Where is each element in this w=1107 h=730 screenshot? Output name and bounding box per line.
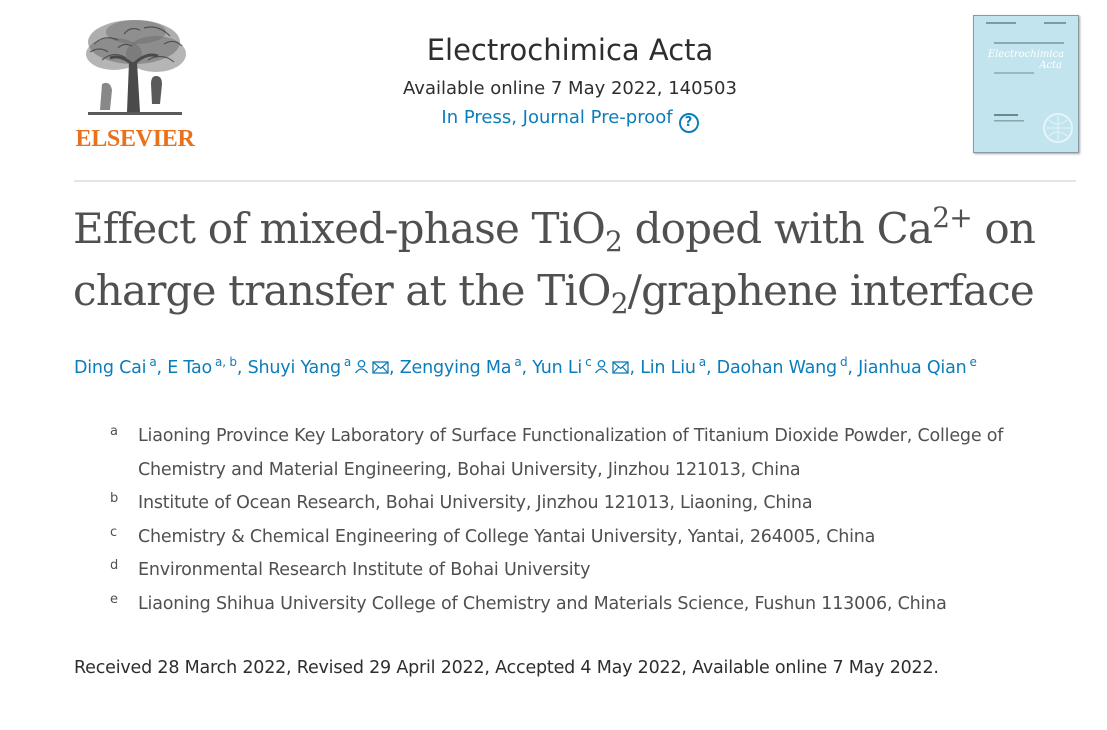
author-name: Yun Li — [532, 358, 583, 378]
affiliation-item: e Liaoning Shihua University College of C… — [110, 588, 1070, 622]
author-separator: , — [156, 358, 168, 378]
title-subscript: 2 — [605, 225, 623, 258]
envelope-icon — [612, 355, 630, 383]
author-name: Zengying Ma — [399, 358, 512, 378]
affiliation-list: a Liaoning Province Key Laboratory of Sur… — [110, 420, 1070, 621]
author-affil-sup: e — [969, 355, 977, 369]
journal-status-link[interactable]: In Press, Journal Pre-proof? — [441, 107, 699, 133]
author-name: Ding Cai — [74, 358, 147, 378]
title-text: on — [971, 204, 1036, 253]
journal-title[interactable]: Electrochimica Acta — [426, 33, 714, 67]
author-separator: , — [629, 358, 641, 378]
author-affil-sup: a — [698, 355, 706, 369]
affiliation-item: a Liaoning Province Key Laboratory of Sur… — [110, 420, 1070, 487]
author-affil-sup: a — [343, 355, 352, 369]
title-text: /graphene interface — [627, 266, 1035, 315]
author-link[interactable]: Shuyi Yang a — [247, 355, 389, 378]
author-name: Shuyi Yang — [247, 358, 341, 378]
elsevier-logo[interactable]: ELSEVIER — [74, 14, 196, 154]
person-icon — [594, 355, 609, 383]
person-icon — [354, 355, 369, 383]
author-name: Daohan Wang — [716, 358, 837, 378]
author-link[interactable]: Jianhua Qian e — [858, 355, 977, 378]
affiliation-text: Institute of Ocean Research, Bohai Unive… — [138, 493, 813, 513]
affiliation-label: d — [110, 558, 119, 573]
cover-title-line-1: Electrochimica — [987, 49, 1064, 60]
author-link[interactable]: Lin Liu a — [640, 355, 706, 378]
journal-status-label: In Press, Journal Pre-proof — [441, 107, 673, 128]
affiliation-text: Chemistry & Chemical Engineering of Coll… — [138, 526, 876, 547]
author-affil-sup: c — [585, 355, 592, 369]
affiliation-item: b Institute of Ocean Research, Bohai Univ… — [110, 487, 1070, 521]
author-link[interactable]: Zengying Ma a — [399, 355, 522, 378]
affiliation-text: Environmental Research Institute of Boha… — [138, 560, 591, 580]
title-text: doped with Ca — [622, 204, 933, 253]
affiliation-label: e — [110, 591, 118, 607]
author-link[interactable]: Yun Li c — [532, 355, 630, 378]
question-circle-icon[interactable]: ? — [678, 113, 699, 133]
journal-cover-art: Electrochimica Acta — [974, 16, 1078, 152]
title-superscript: 2+ — [932, 201, 972, 234]
author-separator: , — [847, 358, 859, 378]
header-divider — [74, 180, 1076, 182]
affiliation-text: Liaoning Shihua University College of Ch… — [138, 593, 947, 614]
affiliation-label: b — [110, 491, 119, 506]
title-text: Effect of mixed-phase TiO — [73, 204, 606, 253]
author-affil-sup: a — [514, 355, 522, 369]
article-title: Effect of mixed-phase TiO2 doped with Ca… — [73, 198, 1083, 322]
author-separator: , — [236, 358, 248, 378]
affiliation-label: a — [110, 424, 118, 439]
author-link[interactable]: Daohan Wang d — [716, 355, 848, 378]
journal-cover[interactable]: Electrochimica Acta — [973, 15, 1079, 153]
elsevier-wordmark: ELSEVIER — [75, 126, 195, 152]
journal-header: Electrochimica Acta Available online 7 M… — [300, 30, 840, 133]
affiliation-text: Liaoning Province Key Laboratory of Surf… — [138, 426, 1004, 480]
author-affil-sup: d — [839, 355, 848, 369]
cover-title-line-2: Acta — [1038, 60, 1062, 71]
author-link[interactable]: Ding Cai a — [74, 355, 157, 378]
title-subscript: 2 — [610, 287, 629, 320]
author-separator: , — [521, 358, 533, 378]
author-affil-sup: a — [149, 355, 157, 369]
author-name: Lin Liu — [640, 358, 696, 378]
author-separator: , — [389, 358, 400, 378]
author-link[interactable]: E Tao a, b — [167, 355, 237, 378]
author-name: Jianhua Qian — [858, 358, 967, 378]
affiliation-item: d Environmental Research Institute of Boh… — [110, 554, 1070, 588]
affiliation-label: c — [110, 524, 117, 540]
journal-issue: Available online 7 May 2022, 140503 — [403, 78, 737, 99]
author-separator: , — [705, 358, 717, 378]
author-list: Ding Cai a, E Tao a, b, Shuyi Yang a, Zengy… — [74, 354, 1104, 383]
article-history: Received 28 March 2022, Revised 29 April… — [74, 658, 939, 678]
envelope-icon — [372, 355, 389, 383]
author-affil-sup: a, b — [215, 355, 237, 369]
tree-emblem-icon — [86, 20, 186, 115]
title-text: charge transfer at the TiO — [73, 266, 612, 315]
author-name: E Tao — [167, 358, 213, 378]
affiliation-item: c Chemistry & Chemical Engineering of Col… — [110, 521, 1070, 555]
